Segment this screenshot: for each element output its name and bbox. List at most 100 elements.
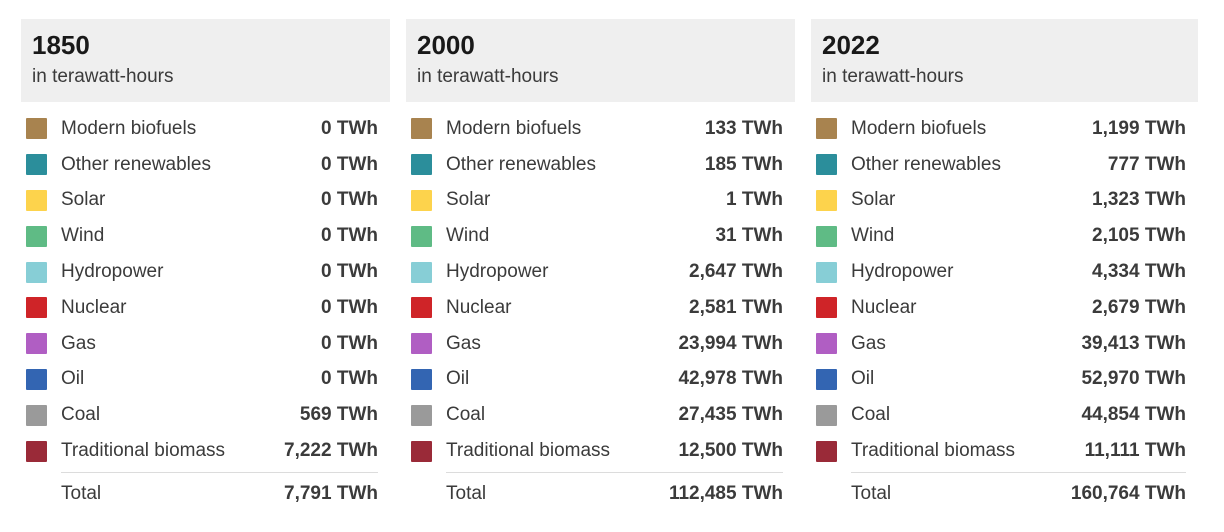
color-swatch-icon [26,333,47,355]
source-label: Gas [446,332,481,354]
year-panel: 2022 in terawatt-hours Modern biofuels 1… [811,19,1198,515]
source-label: Gas [61,332,96,354]
color-swatch-icon [816,154,837,176]
color-swatch-icon [411,189,432,211]
source-row: Solar 1,323 TWh [816,183,1186,219]
color-swatch-icon [411,297,432,319]
color-swatch-icon [26,261,47,283]
source-label: Modern biofuels [446,117,582,139]
color-swatch-icon [26,297,47,319]
source-label: Other renewables [851,153,1001,175]
panel-subtitle: in terawatt-hours [417,66,559,87]
color-swatch-icon [411,368,432,390]
source-label: Other renewables [446,153,596,175]
source-row: Traditional biomass 12,500 TWh [411,433,783,469]
color-swatch-icon [26,368,47,390]
source-value: 133 TWh [704,117,783,139]
source-label: Wind [446,225,490,247]
source-value: 0 TWh [321,189,378,211]
source-row: Solar 1 TWh [411,183,783,219]
source-value: 27,435 TWh [678,404,783,426]
energy-mix-panels: 1850 in terawatt-hours Modern biofuels 0… [21,19,1198,515]
source-label: Nuclear [61,296,127,318]
total-label: Total [61,482,102,504]
total-block: Total 7,791 TWh [61,471,378,515]
panel-header: 2022 in terawatt-hours [811,19,1198,102]
year-panel: 1850 in terawatt-hours Modern biofuels 0… [21,19,390,515]
source-label: Nuclear [851,296,917,318]
source-label: Modern biofuels [851,117,987,139]
source-value: 0 TWh [321,296,378,318]
source-value: 23,994 TWh [678,332,783,354]
total-row: Total 160,764 TWh [851,473,1186,515]
source-row: Other renewables 777 TWh [816,147,1186,183]
source-row: Coal 569 TWh [26,397,378,433]
source-value: 2,679 TWh [1092,296,1186,318]
source-label: Hydropower [446,261,549,283]
source-row: Hydropower 4,334 TWh [816,254,1186,290]
source-value: 0 TWh [321,117,378,139]
source-label: Hydropower [851,261,954,283]
source-label: Solar [61,189,106,211]
color-swatch-icon [411,440,432,462]
color-swatch-icon [411,261,432,283]
source-row: Gas 23,994 TWh [411,326,783,362]
source-value: 44,854 TWh [1081,404,1186,426]
source-row: Nuclear 2,679 TWh [816,290,1186,326]
source-list: Modern biofuels 133 TWh Other renewables… [406,111,795,469]
total-divider [61,471,378,473]
source-label: Traditional biomass [446,440,611,462]
color-swatch-icon [26,189,47,211]
color-swatch-icon [411,118,432,140]
panel-year-title: 2000 [417,30,475,60]
color-swatch-icon [816,404,837,426]
source-label: Gas [851,332,886,354]
color-swatch-icon [26,118,47,140]
source-row: Coal 44,854 TWh [816,397,1186,433]
source-value: 52,970 TWh [1081,368,1186,390]
source-value: 12,500 TWh [678,440,783,462]
source-label: Nuclear [446,296,512,318]
year-panel: 2000 in terawatt-hours Modern biofuels 1… [406,19,795,515]
source-label: Coal [61,404,101,426]
source-value: 0 TWh [321,332,378,354]
source-row: Coal 27,435 TWh [411,397,783,433]
source-row: Hydropower 0 TWh [26,254,378,290]
color-swatch-icon [26,440,47,462]
color-swatch-icon [816,440,837,462]
total-divider [446,471,783,473]
source-value: 0 TWh [321,225,378,247]
color-swatch-icon [26,225,47,247]
source-label: Solar [446,189,491,211]
source-label: Solar [851,189,896,211]
source-row: Wind 2,105 TWh [816,218,1186,254]
color-swatch-icon [26,404,47,426]
source-value: 1,323 TWh [1092,189,1186,211]
source-row: Nuclear 0 TWh [26,290,378,326]
total-value: 7,791 TWh [284,482,378,504]
source-value: 0 TWh [321,153,378,175]
source-row: Oil 0 TWh [26,362,378,398]
source-value: 4,334 TWh [1092,261,1186,283]
panel-year-title: 2022 [822,30,880,60]
source-value: 11,111 TWh [1084,440,1186,462]
source-label: Oil [446,368,470,390]
source-value: 569 TWh [299,404,378,426]
source-value: 42,978 TWh [678,368,783,390]
source-value: 185 TWh [704,153,783,175]
panel-year-title: 1850 [32,30,90,60]
source-value: 0 TWh [321,261,378,283]
color-swatch-icon [411,404,432,426]
source-row: Traditional biomass 11,111 TWh [816,433,1186,469]
source-value: 2,581 TWh [689,296,783,318]
source-row: Wind 31 TWh [411,218,783,254]
source-list: Modern biofuels 0 TWh Other renewables 0… [21,111,390,469]
source-label: Coal [446,404,486,426]
source-row: Hydropower 2,647 TWh [411,254,783,290]
source-row: Modern biofuels 133 TWh [411,111,783,147]
source-label: Wind [851,225,895,247]
source-value: 2,105 TWh [1092,225,1186,247]
source-value: 31 TWh [715,225,783,247]
panel-subtitle: in terawatt-hours [822,66,964,87]
source-label: Oil [61,368,85,390]
